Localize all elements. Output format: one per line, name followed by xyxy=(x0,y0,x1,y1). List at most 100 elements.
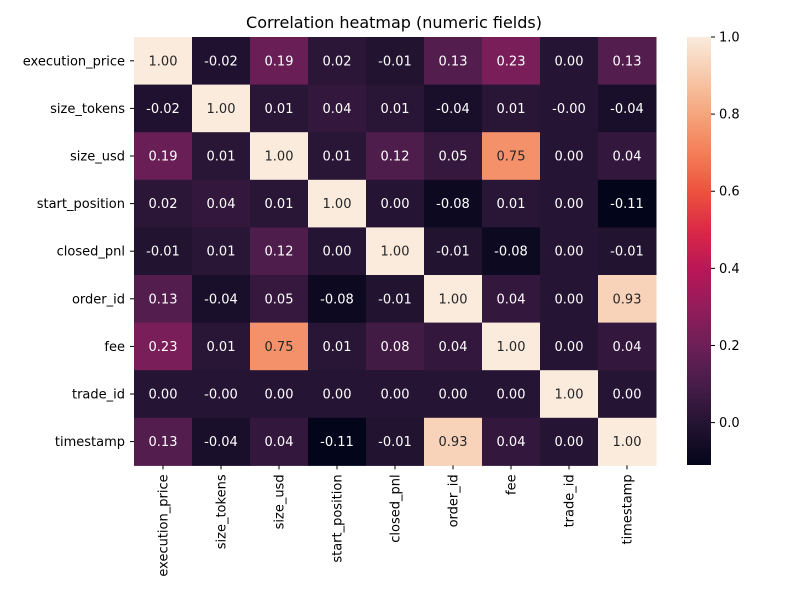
column-tick-label: size_tokens xyxy=(215,474,230,549)
cell-value-label: 0.00 xyxy=(497,388,526,403)
cell-value-label: 0.05 xyxy=(265,292,294,307)
heatmap-cell xyxy=(598,179,657,228)
cell-value-label: -0.04 xyxy=(204,435,238,450)
heatmap-cells: 1.00 -0.02 0.19 0.02 -0.01 0.13 0.23 0.00 0.13 -0… xyxy=(134,37,657,466)
heatmap-cell xyxy=(308,417,367,466)
heatmap-cell xyxy=(250,322,309,371)
cell-value-label: 0.01 xyxy=(497,102,526,117)
cell-value-label: -0.01 xyxy=(378,435,412,450)
cell-value-label: -0.00 xyxy=(204,388,238,403)
column-tick-label: size_usd xyxy=(273,474,288,529)
cell-value-label: 0.04 xyxy=(613,150,642,165)
heatmap-cell xyxy=(308,322,367,371)
row-tick-label: order_id xyxy=(72,292,125,307)
colorbar-tick-label: 0.8 xyxy=(719,108,740,123)
heatmap-cell xyxy=(366,417,425,466)
heatmap-cell xyxy=(134,227,193,276)
cell-value-label: 0.01 xyxy=(323,340,352,355)
heatmap-cell xyxy=(134,275,193,324)
heatmap-cell xyxy=(482,370,541,419)
cell-value-label: 0.04 xyxy=(497,435,526,450)
cell-value-label: 1.00 xyxy=(149,54,178,69)
heatmap-cell xyxy=(250,132,309,181)
cell-value-label: 1.00 xyxy=(555,388,584,403)
heatmap-cell xyxy=(424,132,483,181)
cell-value-label: -0.02 xyxy=(146,102,180,117)
cell-value-label: 0.01 xyxy=(207,340,236,355)
cell-value-label: 0.13 xyxy=(149,292,178,307)
heatmap-cell xyxy=(192,227,251,276)
cell-value-label: 0.00 xyxy=(555,150,584,165)
cell-value-label: 0.12 xyxy=(265,245,294,260)
row-labels: execution_price size_tokens size_usd start_… xyxy=(23,54,134,450)
heatmap-cell xyxy=(192,417,251,466)
cell-value-label: -0.01 xyxy=(378,292,412,307)
cell-value-label: -0.08 xyxy=(494,245,528,260)
cell-value-label: 0.04 xyxy=(265,435,294,450)
heatmap-cell xyxy=(134,37,193,86)
heatmap-cell xyxy=(134,370,193,419)
heatmap-cell xyxy=(192,275,251,324)
cell-value-label: 1.00 xyxy=(323,197,352,212)
heatmap-cell xyxy=(250,370,309,419)
cell-value-label: 0.05 xyxy=(439,150,468,165)
cell-value-label: 1.00 xyxy=(381,245,410,260)
heatmap-cell xyxy=(598,84,657,133)
cell-value-label: 0.00 xyxy=(323,245,352,260)
heatmap-cell xyxy=(540,37,599,86)
cell-value-label: 0.01 xyxy=(497,197,526,212)
column-tick-label: execution_price xyxy=(157,474,172,576)
cell-value-label: -0.08 xyxy=(436,197,470,212)
heatmap-cell xyxy=(482,84,541,133)
heatmap-cell xyxy=(424,322,483,371)
heatmap-cell xyxy=(540,179,599,228)
heatmap-cell xyxy=(250,227,309,276)
cell-value-label: -0.01 xyxy=(378,54,412,69)
colorbar-tick-label: 1.0 xyxy=(719,31,740,46)
chart-title: Correlation heatmap (numeric fields) xyxy=(246,13,542,32)
heatmap-cell xyxy=(482,322,541,371)
cell-value-label: 0.01 xyxy=(323,150,352,165)
cell-value-label: 0.13 xyxy=(149,435,178,450)
colorbar-tick-label: 0.2 xyxy=(719,339,740,354)
column-tick-label: closed_pnl xyxy=(389,474,404,542)
row-tick-label: execution_price xyxy=(23,54,125,69)
column-tick-label: start_position xyxy=(331,474,346,562)
column-tick-label: fee xyxy=(505,474,520,495)
cell-value-label: 0.04 xyxy=(207,197,236,212)
cell-value-label: 0.00 xyxy=(555,292,584,307)
row-tick-label: start_position xyxy=(37,197,125,212)
heatmap-cell xyxy=(134,417,193,466)
row-tick-label: size_usd xyxy=(70,150,125,165)
heatmap-cell xyxy=(192,132,251,181)
cell-value-label: 0.00 xyxy=(555,54,584,69)
cell-value-label: -0.11 xyxy=(320,435,354,450)
heatmap-cell xyxy=(598,322,657,371)
row-tick-label: size_tokens xyxy=(50,102,125,117)
row-tick-label: timestamp xyxy=(55,435,125,450)
cell-value-label: 0.01 xyxy=(381,102,410,117)
heatmap-cell xyxy=(134,179,193,228)
cell-value-label: 0.75 xyxy=(265,340,294,355)
column-labels: execution_price size_tokens size_usd start_… xyxy=(157,465,636,577)
cell-value-label: -0.08 xyxy=(320,292,354,307)
colorbar-gradient xyxy=(687,37,711,465)
cell-value-label: 0.00 xyxy=(555,197,584,212)
cell-value-label: 0.00 xyxy=(555,245,584,260)
heatmap-cell xyxy=(598,370,657,419)
heatmap-cell xyxy=(192,37,251,86)
cell-value-label: 0.00 xyxy=(265,388,294,403)
cell-value-label: 0.00 xyxy=(323,388,352,403)
heatmap-cell xyxy=(308,37,367,86)
heatmap-cell xyxy=(366,84,425,133)
cell-value-label: 0.00 xyxy=(149,388,178,403)
cell-value-label: -0.11 xyxy=(610,197,644,212)
heatmap-cell xyxy=(424,417,483,466)
heatmap-cell xyxy=(540,227,599,276)
cell-value-label: 0.04 xyxy=(439,340,468,355)
cell-value-label: 1.00 xyxy=(497,340,526,355)
heatmap-cell xyxy=(366,227,425,276)
heatmap-cell xyxy=(424,275,483,324)
cell-value-label: 0.02 xyxy=(323,54,352,69)
